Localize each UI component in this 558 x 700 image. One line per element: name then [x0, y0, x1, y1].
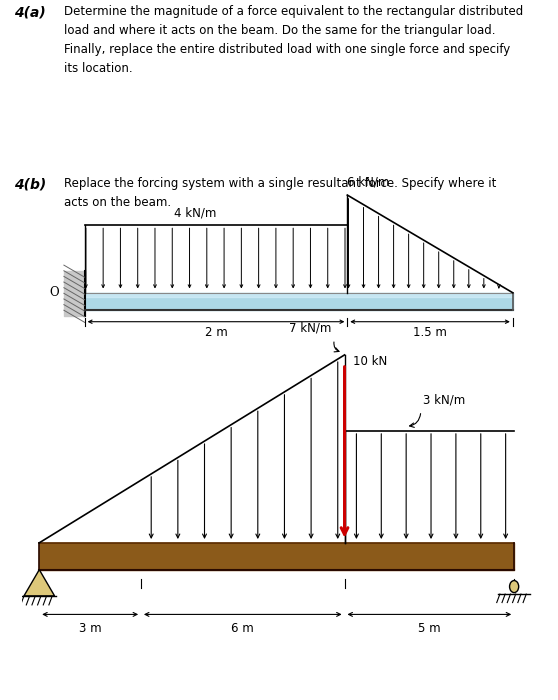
Text: 3 m: 3 m: [79, 622, 102, 636]
Text: 2 m: 2 m: [205, 326, 228, 339]
Text: Replace the forcing system with a single resultant force. Specify where it
acts : Replace the forcing system with a single…: [64, 177, 497, 209]
Text: O: O: [50, 286, 59, 299]
Text: 10 kN: 10 kN: [353, 355, 387, 368]
Text: Determine the magnitude of a force equivalent to the rectangular distributed
loa: Determine the magnitude of a force equiv…: [64, 5, 523, 75]
Text: 4 kN/m: 4 kN/m: [174, 207, 216, 220]
Text: 4(a): 4(a): [14, 5, 46, 19]
Text: 4(b): 4(b): [14, 177, 46, 191]
Text: 5 m: 5 m: [418, 622, 441, 636]
Text: 3 kN/m: 3 kN/m: [422, 393, 465, 407]
Circle shape: [509, 580, 519, 593]
Text: 6 kN/m: 6 kN/m: [347, 175, 389, 188]
Text: 6 m: 6 m: [232, 622, 254, 636]
Polygon shape: [24, 570, 55, 596]
Text: 7 kN/m: 7 kN/m: [288, 322, 331, 335]
Text: 1.5 m: 1.5 m: [413, 326, 447, 339]
